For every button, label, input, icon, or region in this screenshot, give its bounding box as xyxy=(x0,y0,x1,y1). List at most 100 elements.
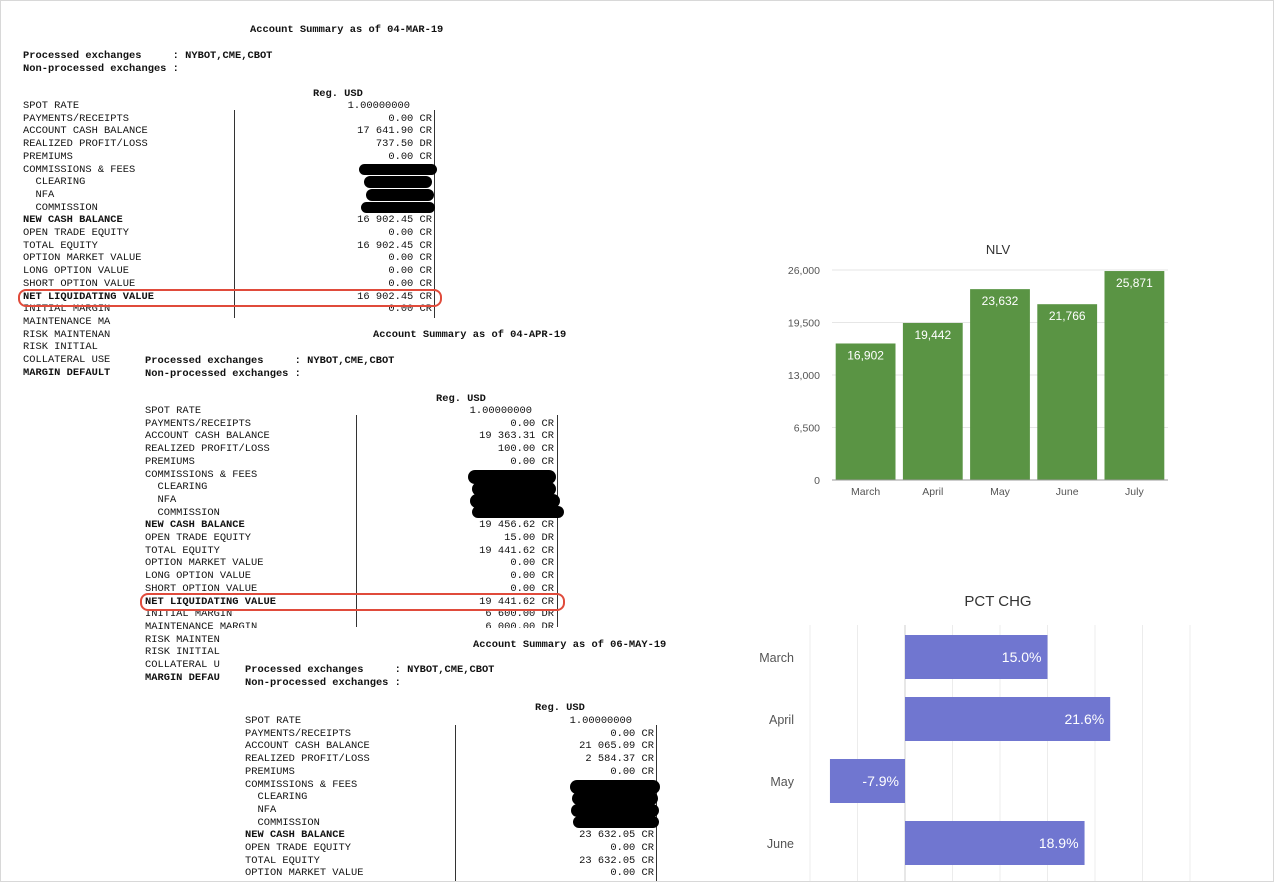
y-tick-label: May xyxy=(770,775,794,789)
row-label: PREMIUMS xyxy=(23,150,73,163)
row-value: 16 902.45 CR xyxy=(357,214,432,227)
row-label: COMMISSIONS & FEES xyxy=(245,778,358,791)
column-separator xyxy=(434,110,435,318)
row-value: 0.00 CR xyxy=(510,417,554,430)
pct-chg-chart-svg: PCT CHG 15.0% March 21.6% April -7.9% May 18.9%… xyxy=(759,593,1191,882)
row-label: SHORT OPTION VALUE xyxy=(23,277,136,290)
row-value: 0.00 CR xyxy=(388,227,432,239)
row-label: RISK MAINTEN xyxy=(145,633,220,646)
row-label: NFA xyxy=(23,188,55,201)
row-value: 0.00 CR xyxy=(510,570,554,583)
row-label: REALIZED PROFIT/LOSS xyxy=(245,753,370,766)
row-value: 19 441.62 CR xyxy=(479,595,554,608)
row-label: CLEARING xyxy=(23,176,86,189)
x-tick-label: March xyxy=(851,486,880,498)
row-label: CLEARING xyxy=(245,791,308,804)
row-label: NEW CASH BALANCE xyxy=(145,519,245,532)
highlight-nlv xyxy=(18,289,442,307)
bar-value-label: -7.9% xyxy=(862,773,899,789)
row-value: 0.00 CR xyxy=(610,842,654,854)
bar xyxy=(829,759,905,803)
pct-chg-chart: PCT CHG 15.0% March 21.6% April -7.9% May 18.9%… xyxy=(740,585,1200,882)
x-tick-label: May xyxy=(990,486,1011,498)
redaction-mark xyxy=(572,792,658,805)
y-tick-label: 0 xyxy=(814,475,820,487)
y-tick-label: 19,500 xyxy=(788,318,820,330)
spot-rate-value: 1.00000000 xyxy=(569,715,632,727)
processed-exchanges: Processed exchanges : NYBOT,CME,CBOT xyxy=(145,355,395,367)
y-tick-label: 13,000 xyxy=(788,370,820,382)
row-label: PAYMENTS/RECEIPTS xyxy=(145,417,252,430)
bar xyxy=(835,343,896,480)
row-label: NFA xyxy=(245,803,277,816)
bar xyxy=(905,697,1111,741)
statement-title: Account Summary as of 06-MAY-19 xyxy=(473,639,667,651)
redaction-mark xyxy=(571,804,659,817)
row-label: NEW CASH BALANCE xyxy=(23,214,123,227)
row-label: PREMIUMS xyxy=(245,765,295,778)
processed-exchanges: Processed exchanges : NYBOT,CME,CBOT xyxy=(23,50,273,62)
redaction-mark xyxy=(366,189,434,201)
bar-value-label: 21.6% xyxy=(1064,711,1104,727)
row-label: REALIZED PROFIT/LOSS xyxy=(145,443,270,456)
y-tick-label: June xyxy=(767,837,794,851)
row-label: REALIZED PROFIT/LOSS xyxy=(23,138,148,151)
bar-value-label: 21,766 xyxy=(1049,309,1086,323)
row-label: COLLATERAL U xyxy=(145,659,220,671)
redaction-mark xyxy=(468,470,556,484)
row-label: NET LIQUIDATING VALUE xyxy=(23,290,154,303)
row-label: OPEN TRADE EQUITY xyxy=(245,842,352,854)
row-label: RISK INITIAL xyxy=(23,341,98,354)
row-label: ACCOUNT CASH BALANCE xyxy=(145,430,270,443)
x-tick-label: July xyxy=(1125,486,1144,498)
row-label: MARGIN DEFAULT xyxy=(23,366,111,379)
bar-value-label: 15.0% xyxy=(1002,649,1042,665)
redaction-mark xyxy=(359,164,437,175)
row-label: OPTION MARKET VALUE xyxy=(245,867,364,880)
row-value: 0.00 CR xyxy=(610,765,654,778)
y-tick-label: March xyxy=(759,651,794,665)
row-label: COMMISSION xyxy=(245,816,320,829)
redaction-mark xyxy=(361,202,435,213)
bar xyxy=(905,821,1085,865)
row-value: 0.00 CR xyxy=(510,582,554,595)
column-separator xyxy=(455,725,456,882)
row-value: 19 363.31 CR xyxy=(479,430,554,443)
currency-header: Reg. USD xyxy=(535,702,585,714)
row-value: 0.00 CR xyxy=(388,252,432,265)
row-label: OPEN TRADE EQUITY xyxy=(23,227,130,239)
row-label: PAYMENTS/RECEIPTS xyxy=(23,112,130,125)
bar xyxy=(1104,271,1165,480)
statement-title: Account Summary as of 04-MAR-19 xyxy=(250,24,444,36)
nonprocessed-exchanges: Non-processed exchanges : xyxy=(145,368,301,380)
row-label: OPTION MARKET VALUE xyxy=(23,252,142,265)
row-value: 0.00 CR xyxy=(388,112,432,125)
statement-march: Account Summary as of 04-MAR-19 Processe… xyxy=(0,0,470,385)
row-label: SPOT RATE xyxy=(145,405,202,417)
row-label: COMMISSION xyxy=(23,201,98,214)
currency-header: Reg. USD xyxy=(436,393,486,405)
row-value: 737.50 DR xyxy=(375,138,432,151)
row-label: TOTAL EQUITY xyxy=(245,854,320,867)
row-label: COMMISSION xyxy=(145,506,220,519)
statement-may: Account Summary as of 06-MAY-19 Processe… xyxy=(228,628,713,882)
redaction-mark xyxy=(573,816,659,828)
row-label: PAYMENTS/RECEIPTS xyxy=(245,727,352,740)
row-label: INITIAL MARGIN xyxy=(145,608,233,621)
currency-header: Reg. USD xyxy=(313,88,363,100)
column-separator xyxy=(356,415,357,627)
row-label: ACCOUNT CASH BALANCE xyxy=(23,125,148,138)
row-value: 0.00 CR xyxy=(610,867,654,880)
row-label: SHORT OPTION VALUE xyxy=(145,582,258,595)
redaction-mark xyxy=(364,176,432,188)
row-value: 0.00 CR xyxy=(610,727,654,740)
row-label: OPEN TRADE EQUITY xyxy=(145,532,252,544)
row-label: TOTAL EQUITY xyxy=(145,544,220,557)
redaction-mark xyxy=(570,780,660,794)
row-value: 0.00 CR xyxy=(510,455,554,468)
row-label: MARGIN DEFAU xyxy=(145,671,220,684)
redaction-mark xyxy=(470,494,560,508)
row-value: 23 632.05 CR xyxy=(579,854,654,867)
row-value: 100.00 CR xyxy=(497,443,554,456)
bar-value-label: 16,902 xyxy=(847,348,884,362)
